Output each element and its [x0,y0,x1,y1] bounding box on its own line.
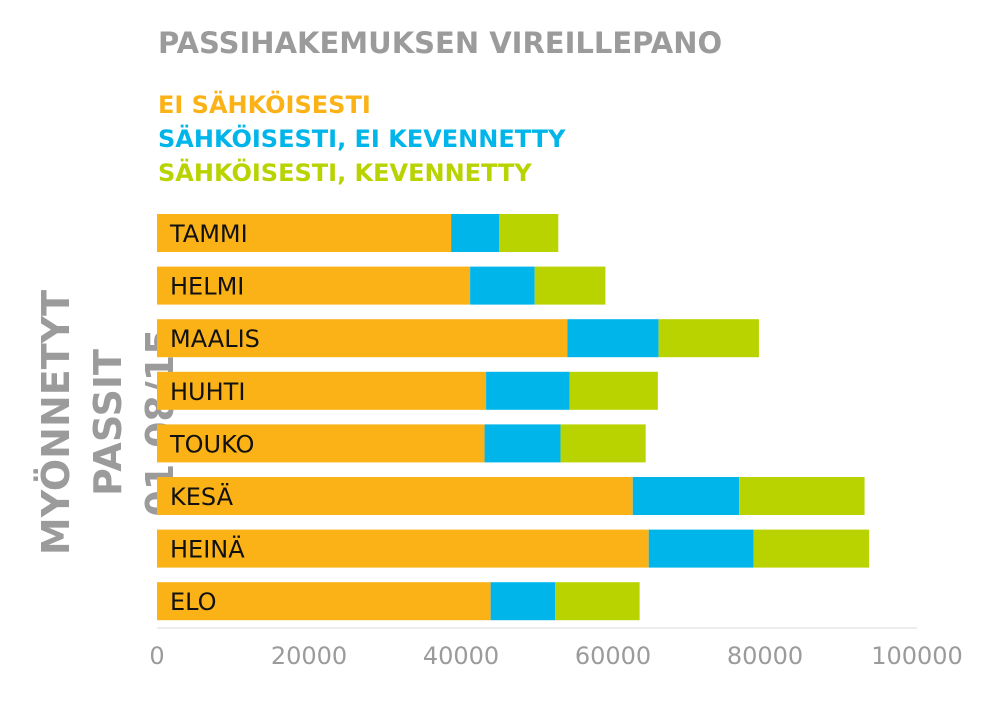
legend-item-ei-sahkoisesti: EI SÄHKÖISESTI [158,91,371,119]
bar-heinä-series-1 [157,529,649,568]
bar-huhti-series-2 [486,371,570,410]
bar-heinä-series-2 [648,529,754,568]
bar-helmi-series-1 [157,266,471,305]
x-tick-label-20000: 20000 [271,642,347,670]
bar-tammi-series-3 [499,214,559,252]
x-tick-label-100000: 100000 [871,642,963,670]
x-tick-label-60000: 60000 [575,642,651,670]
bar-huhti-series-1 [157,371,487,410]
bar-helmi-series-3 [534,266,606,305]
bar-touko-series-1 [157,424,485,463]
bar-maalis-series-3 [658,319,759,358]
bar-kesä-series-2 [632,477,740,515]
category-label-kesä: KESÄ [170,482,234,511]
bar-helmi-series-2 [470,266,535,305]
category-label-huhti: HUHTI [170,378,245,406]
x-tick-label-80000: 80000 [727,642,803,670]
x-tick-label-0: 0 [149,642,164,670]
bar-touko-series-2 [484,424,561,463]
legend: EI SÄHKÖISESTI SÄHKÖISESTI, EI KEVENNETT… [158,88,565,190]
bar-huhti-series-3 [569,371,658,410]
bar-heinä-series-3 [753,529,870,568]
bar-elo-series-3 [555,582,640,621]
legend-item-sahkoisesti-kevennetty: SÄHKÖISESTI, KEVENNETTY [158,159,532,187]
category-label-helmi: HELMI [170,273,244,301]
category-label-heinä: HEINÄ [170,535,245,564]
bar-elo-series-2 [490,582,556,621]
bar-tammi-series-2 [451,214,499,252]
legend-item-sahkoisesti-ei-kevennetty: SÄHKÖISESTI, EI KEVENNETTY [158,125,566,153]
category-label-elo: ELO [170,588,217,616]
category-label-tammi: TAMMI [169,220,248,248]
bar-kesä-series-3 [739,477,865,515]
bar-touko-series-3 [560,424,646,463]
bar-maalis-series-2 [567,319,659,358]
category-label-touko: TOUKO [169,430,254,458]
chart-title: PASSIHAKEMUKSEN VIREILLEPANO [158,26,723,60]
bar-tammi-series-1 [157,214,452,252]
category-label-maalis: MAALIS [170,325,260,353]
bar-maalis-series-1 [157,319,568,358]
bar-kesä-series-1 [157,477,633,515]
bar-elo-series-1 [157,582,491,621]
x-tick-label-40000: 40000 [423,642,499,670]
